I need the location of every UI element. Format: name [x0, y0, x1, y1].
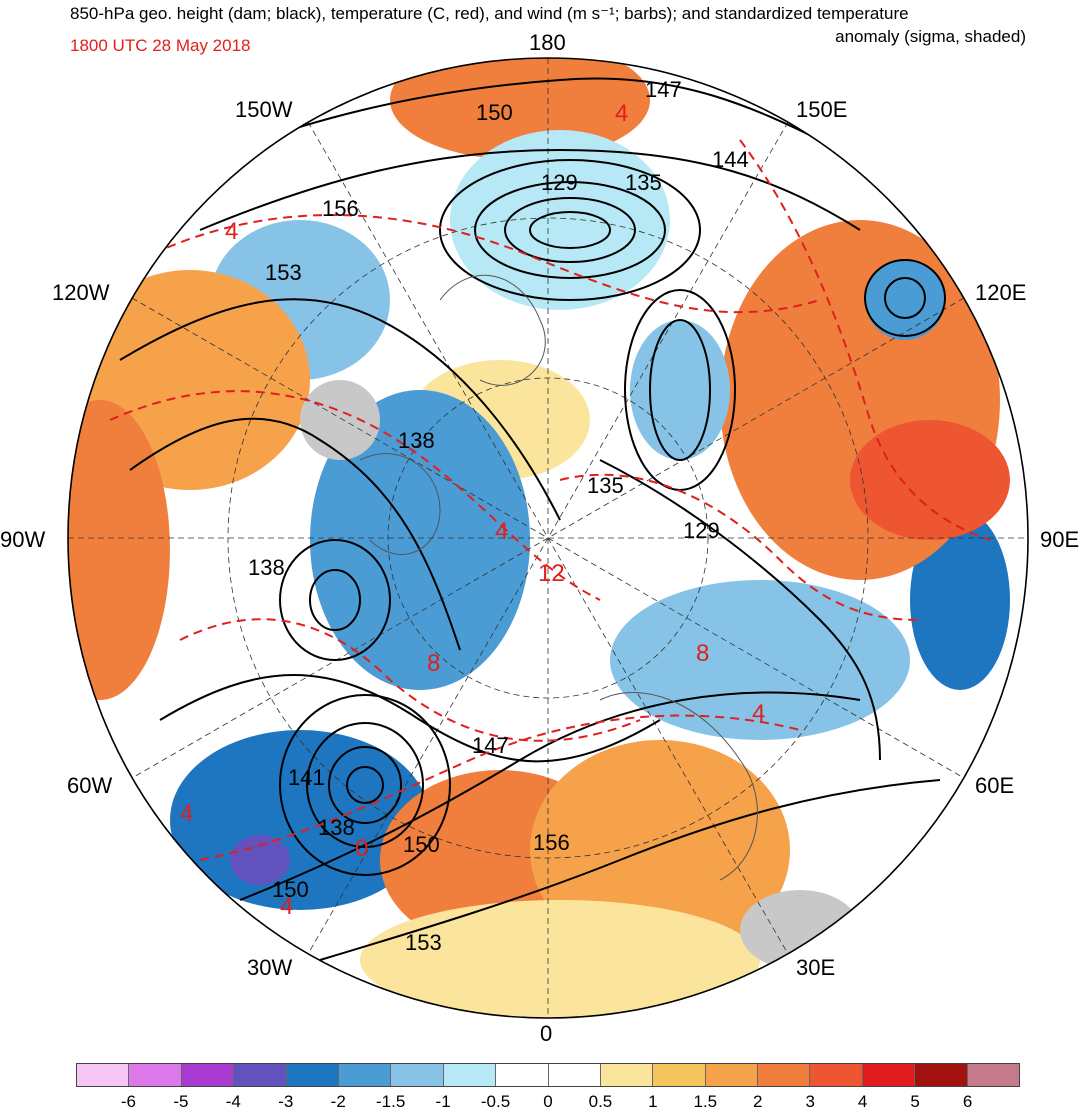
- coastlines: [359, 274, 758, 881]
- height-contour-label: 150: [476, 100, 513, 125]
- temperature-contour-label: 4: [225, 218, 239, 245]
- valid-time: 1800 UTC 28 May 2018: [70, 36, 251, 55]
- temperature-contour-label: 4: [615, 100, 629, 127]
- lon-label-150e: 150E: [796, 97, 848, 122]
- colorbar-box: [443, 1064, 497, 1086]
- colorbar-box: [286, 1064, 339, 1086]
- cold-anomaly-region: [310, 390, 530, 690]
- colorbar-box: [653, 1064, 706, 1086]
- colorbar-box: [967, 1064, 1020, 1086]
- colorbar-tick-label: 0: [543, 1092, 553, 1111]
- colorbar-tick-label: -5: [173, 1092, 189, 1111]
- colorbar-box: [129, 1064, 182, 1086]
- height-contours: [119, 77, 946, 961]
- colorbar-box: [705, 1064, 759, 1086]
- temperature-contour-label: 4: [280, 893, 294, 920]
- height-contour-label: 144: [712, 147, 749, 172]
- cold-anomaly-region: [865, 260, 945, 340]
- lon-label-120e: 120E: [975, 280, 1027, 305]
- temperature-contour-label: 12: [538, 560, 565, 587]
- colorbar-box: [181, 1064, 235, 1086]
- temperature-contour-label: 4: [752, 700, 766, 727]
- colorbar-tick-label: -3: [278, 1092, 294, 1111]
- colorbar-box: [496, 1064, 549, 1086]
- warm-anomaly-region: [360, 900, 760, 1018]
- colorbar-box: [338, 1064, 392, 1086]
- colorbar-tick-label: 1: [648, 1092, 658, 1111]
- colorbar-box: [600, 1064, 654, 1086]
- colorbar-tick-labels: -6 -5 -4 -3 -2 -1.5 -1 -0.5 0 0.5 1 1.5 2 3 4 5 6: [76, 1092, 1020, 1112]
- colorbar-tick-label: -6: [120, 1092, 136, 1111]
- height-contour-label: 147: [645, 77, 682, 102]
- warm-anomaly-region: [68, 400, 170, 700]
- land-region: [300, 380, 380, 460]
- height-contour-label: 141: [288, 765, 325, 790]
- lon-label-60e: 60E: [975, 773, 1015, 798]
- temperature-contour-label: 4: [495, 518, 509, 545]
- colorbar-box: [758, 1064, 811, 1086]
- colorbar-tick-label: 3: [805, 1092, 815, 1111]
- map-title-line-1: 850-hPa geo. height (dam; black), temper…: [70, 4, 909, 23]
- cold-anomaly-region: [630, 320, 730, 460]
- height-contour-label: 135: [587, 473, 624, 498]
- colorbar-tick-label: 1.5: [693, 1092, 718, 1111]
- height-contour-label: 153: [265, 260, 302, 285]
- lon-label-180: 180: [529, 30, 566, 55]
- height-contour-label: 153: [405, 930, 442, 955]
- height-contour-label: 150: [272, 877, 309, 902]
- lon-label-30e: 30E: [796, 955, 836, 980]
- lon-label-60w: 60W: [67, 773, 113, 798]
- temperature-contour-label: 8: [696, 640, 710, 667]
- height-contour-label: 150: [403, 832, 440, 857]
- colorbar-tick-label: -1: [435, 1092, 451, 1111]
- colorbar-tick-label: -0.5: [480, 1092, 511, 1111]
- height-contour-label: 156: [322, 196, 359, 221]
- colorbar-box: [234, 1064, 287, 1086]
- lon-label-90e: 90E: [1040, 527, 1080, 552]
- colorbar-tick-label: -1.5: [376, 1092, 406, 1111]
- colorbar-tick-label: 0.5: [588, 1092, 613, 1111]
- height-contour-label: 147: [472, 733, 509, 758]
- lon-label-90w: 90W: [0, 527, 46, 552]
- colorbar-box: [810, 1064, 863, 1086]
- colorbar-tick-label: -4: [225, 1092, 241, 1111]
- colorbar-tick-label: 6: [962, 1092, 973, 1111]
- colorbar-box: [915, 1064, 968, 1086]
- warm-anomaly-region: [390, 58, 650, 160]
- colorbar-box: [77, 1064, 130, 1086]
- height-contour-label: 138: [248, 555, 285, 580]
- graticule: [68, 58, 1028, 1018]
- temperature-contour-label: 4: [180, 800, 194, 827]
- lon-label-120w: 120W: [52, 280, 110, 305]
- height-contour-label: 129: [541, 170, 578, 195]
- temperature-contours: [109, 139, 991, 861]
- map-border: [67, 57, 1029, 1019]
- warm-anomaly-region: [850, 420, 1010, 540]
- colorbar-tick-label: -2: [330, 1092, 346, 1111]
- lon-label-150w: 150W: [235, 97, 293, 122]
- temperature-contour-label: 8: [427, 650, 441, 677]
- cold-anomaly-region: [230, 835, 290, 885]
- height-contour-label: 138: [398, 428, 435, 453]
- colorbar-box: [391, 1064, 444, 1086]
- colorbar-box: [862, 1064, 916, 1086]
- height-contour-label: 156: [533, 830, 570, 855]
- height-contour-label: 135: [625, 170, 662, 195]
- map-title-line-2: anomaly (sigma, shaded): [835, 27, 1026, 46]
- lon-label-30w: 30W: [247, 955, 293, 980]
- anomaly-colorbar: [76, 1063, 1020, 1087]
- temperature-contour-label: 0: [355, 835, 369, 862]
- colorbar-tick-label: 5: [910, 1092, 920, 1111]
- colorbar-box: [548, 1064, 601, 1086]
- height-contour-label: 138: [318, 815, 355, 840]
- lon-label-0: 0: [540, 1021, 553, 1046]
- map-disc: [68, 58, 1028, 1018]
- height-contour-label: 129: [683, 518, 720, 543]
- colorbar-tick-label: 2: [753, 1092, 763, 1111]
- colorbar-tick-label: 4: [857, 1092, 868, 1111]
- cold-anomaly-region: [910, 510, 1010, 690]
